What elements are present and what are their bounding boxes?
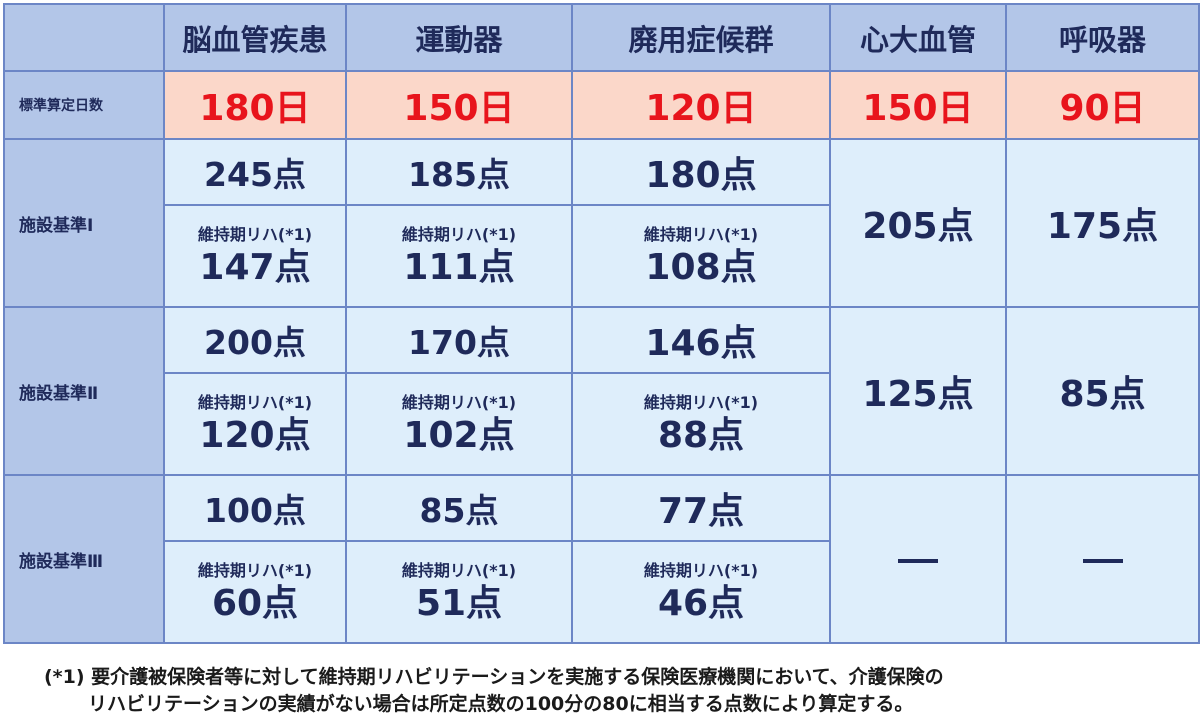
tier2-musculoskeletal: 170点 — [345, 306, 573, 374]
tier3-maint-musculoskeletal: 維持期リハ(*1) 51点 — [345, 540, 573, 644]
maintenance-value: 147点 — [199, 247, 311, 288]
tier3-maintenance-row: 維持期リハ(*1) 60点 維持期リハ(*1) 51点 維持期リハ(*1) 46点 — [4, 540, 1199, 644]
tier1-cerebrovascular: 245点 — [163, 138, 347, 206]
tier2-cardiovascular: 125点 — [829, 306, 1007, 476]
header-respiratory: 呼吸器 — [1005, 3, 1200, 72]
tier1-maintenance-row: 維持期リハ(*1) 147点 維持期リハ(*1) 111点 維持期リハ(*1) 108… — [4, 204, 1199, 308]
tier3-cardiovascular: — — [829, 474, 1007, 644]
maintenance-label: 維持期リハ(*1) — [643, 393, 759, 412]
maintenance-label: 維持期リハ(*1) — [401, 561, 517, 580]
dash-mark — [1082, 558, 1123, 563]
tier1-disuse-syndrome: 180点 — [571, 138, 831, 206]
maintenance-value: 88点 — [657, 415, 745, 456]
tier2-label: 施設基準Ⅱ — [3, 306, 165, 476]
tier2-maint-musculoskeletal: 維持期リハ(*1) 102点 — [345, 372, 573, 476]
header-cerebrovascular: 脳血管疾患 — [163, 3, 347, 72]
footnote: (*1) 要介護被保険者等に対して維持期リハビリテーションを実施する保険医療機関… — [44, 664, 1184, 718]
days-cerebrovascular: 180日 — [163, 70, 347, 140]
rehab-fee-table: 脳血管疾患 運動器 廃用症候群 心大血管 呼吸器 標準算定日数 180日 150… — [3, 3, 1200, 644]
tier3-disuse-syndrome: 77点 — [571, 474, 831, 542]
tier1-cardiovascular: 205点 — [829, 138, 1007, 308]
tier2-top-row: 施設基準Ⅱ 200点 170点 146点 125点 85点 — [3, 306, 1200, 476]
tier3-respiratory: — — [1005, 474, 1200, 644]
tier2-maint-cerebrovascular: 維持期リハ(*1) 120点 — [163, 372, 347, 476]
days-respiratory: 90日 — [1005, 70, 1200, 140]
tier1-maint-cerebrovascular: 維持期リハ(*1) 147点 — [163, 204, 347, 308]
tier3-label: 施設基準Ⅲ — [3, 474, 165, 644]
tier3-maint-cerebrovascular: 維持期リハ(*1) 60点 — [163, 540, 347, 644]
maintenance-label: 維持期リハ(*1) — [197, 561, 313, 580]
tier1-maint-disuse-syndrome: 維持期リハ(*1) 108点 — [571, 204, 831, 308]
header-row: 脳血管疾患 運動器 廃用症候群 心大血管 呼吸器 — [3, 3, 1200, 72]
header-disuse-syndrome: 廃用症候群 — [571, 3, 831, 72]
header-cardiovascular: 心大血管 — [829, 3, 1007, 72]
tier1-musculoskeletal: 185点 — [345, 138, 573, 206]
tier2-disuse-syndrome: 146点 — [571, 306, 831, 374]
tier2-maintenance-row: 維持期リハ(*1) 120点 維持期リハ(*1) 102点 維持期リハ(*1) 88点 — [4, 372, 1199, 476]
tier1-label: 施設基準Ⅰ — [3, 138, 165, 308]
maintenance-label: 維持期リハ(*1) — [643, 561, 759, 580]
dash-mark — [898, 558, 938, 563]
tier1-maint-musculoskeletal: 維持期リハ(*1) 111点 — [345, 204, 573, 308]
standard-days-row: 標準算定日数 180日 150日 120日 150日 90日 — [3, 70, 1200, 140]
maintenance-value: 120点 — [199, 415, 311, 456]
maintenance-label: 維持期リハ(*1) — [197, 393, 313, 412]
tier2-maint-disuse-syndrome: 維持期リハ(*1) 88点 — [571, 372, 831, 476]
tier3-cerebrovascular: 100点 — [163, 474, 347, 542]
days-disuse-syndrome: 120日 — [571, 70, 831, 140]
tier1-respiratory: 175点 — [1005, 138, 1200, 308]
tier3-musculoskeletal: 85点 — [345, 474, 573, 542]
maintenance-value: 108点 — [645, 247, 757, 288]
maintenance-label: 維持期リハ(*1) — [401, 393, 517, 412]
footnote-line-1: (*1) 要介護被保険者等に対して維持期リハビリテーションを実施する保険医療機関… — [44, 666, 944, 688]
maintenance-value: 111点 — [403, 247, 515, 288]
header-musculoskeletal: 運動器 — [345, 3, 573, 72]
tier2-cerebrovascular: 200点 — [163, 306, 347, 374]
maintenance-label: 維持期リハ(*1) — [197, 225, 313, 244]
tier3-top-row: 施設基準Ⅲ 100点 85点 77点 — — — [3, 474, 1200, 644]
footnote-line-2: リハビリテーションの実績がない場合は所定点数の100分の80に相当する点数により… — [88, 693, 914, 715]
maintenance-label: 維持期リハ(*1) — [401, 225, 517, 244]
tier1-top-row: 施設基準Ⅰ 245点 185点 180点 205点 175点 — [3, 138, 1200, 308]
standard-days-label: 標準算定日数 — [3, 70, 165, 140]
days-musculoskeletal: 150日 — [345, 70, 573, 140]
tier3-maint-disuse-syndrome: 維持期リハ(*1) 46点 — [571, 540, 831, 644]
maintenance-value: 51点 — [415, 583, 503, 624]
maintenance-label: 維持期リハ(*1) — [643, 225, 759, 244]
days-cardiovascular: 150日 — [829, 70, 1007, 140]
tier2-respiratory: 85点 — [1005, 306, 1200, 476]
maintenance-value: 60点 — [211, 583, 299, 624]
maintenance-value: 46点 — [657, 583, 745, 624]
header-corner — [3, 3, 165, 72]
maintenance-value: 102点 — [403, 415, 515, 456]
